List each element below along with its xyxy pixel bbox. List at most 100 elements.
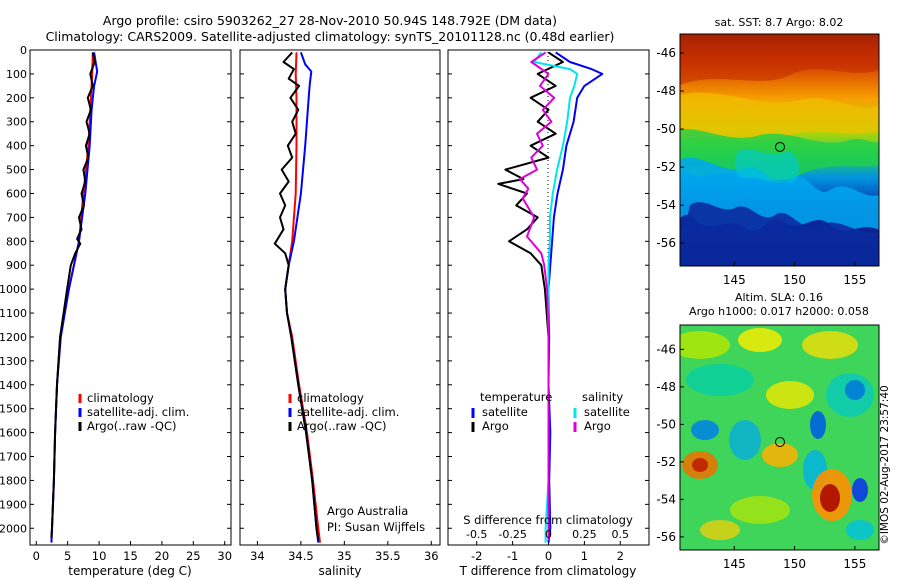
depth-tick-label: 0 bbox=[20, 44, 27, 57]
salinity-line-climatology bbox=[284, 52, 321, 543]
depth-tick-label: 1700 bbox=[0, 451, 27, 464]
temperature-legend-label: climatology bbox=[87, 391, 154, 405]
sst-map-lon-label: 155 bbox=[843, 273, 866, 287]
sla-map-lon-label: 145 bbox=[723, 557, 746, 571]
depth-tick-label: 2000 bbox=[0, 522, 27, 535]
salinity-line-argo-raw-qc bbox=[273, 51, 320, 541]
sla-map-lat-label: -56 bbox=[656, 530, 676, 544]
annotation-pi: PI: Susan Wijffels bbox=[327, 520, 425, 534]
difference-legend-label: Argo bbox=[584, 419, 611, 433]
salinity-difference-label: S difference from climatology bbox=[463, 513, 633, 527]
difference-xtick-label: 0 bbox=[545, 549, 552, 563]
depth-tick-label: 1200 bbox=[0, 331, 27, 344]
temperature-xlabel: temperature (deg C) bbox=[68, 564, 191, 578]
temperature-profile-panel: 0 5 10 15 20 25 300100200300400500600700800900… bbox=[0, 44, 232, 578]
temperature-xtick-label: 20 bbox=[155, 549, 170, 563]
sla-map-lat-label: -52 bbox=[656, 455, 676, 469]
legend-header-temperature: temperature bbox=[480, 390, 552, 404]
depth-tick-label: 1800 bbox=[0, 474, 27, 487]
salinity-legend-label: satellite-adj. clim. bbox=[297, 405, 399, 419]
temperature-difference-xlabel: T difference from climatology bbox=[459, 564, 637, 578]
difference-legend-label: satellite bbox=[482, 405, 528, 419]
sla-map-lat-label: -50 bbox=[656, 417, 676, 431]
sla-map-title: Altim. SLA: 0.16 bbox=[735, 291, 823, 304]
salinity-legend-label: Argo(..raw -QC) bbox=[297, 419, 387, 433]
salinity-profile-panel: 34 34.5 35 35.5 36 climatologysatellite-adj. … bbox=[239, 49, 441, 578]
figure-title-line2: Climatology: CARS2009. Satellite-adjuste… bbox=[45, 29, 615, 44]
imos-credit: ©IMOS 02-Aug-2017 23:57:40 bbox=[879, 385, 891, 544]
depth-tick-label: 700 bbox=[6, 211, 27, 224]
salinity-xtick-label: 36 bbox=[424, 549, 439, 563]
temperature-xtick-label: 30 bbox=[217, 549, 232, 563]
temperature-xtick-label: 25 bbox=[186, 549, 201, 563]
temperature-axes-box bbox=[29, 49, 232, 546]
temperature-legend-label: satellite-adj. clim. bbox=[87, 405, 189, 419]
sst-map-lat-label: -54 bbox=[656, 198, 676, 212]
figure-title-line1: Argo profile: csiro 5903262_27 28-Nov-20… bbox=[102, 13, 558, 28]
difference-legend-label: Argo bbox=[482, 419, 509, 433]
sst-field bbox=[680, 34, 879, 266]
difference-line-temperature-argo bbox=[497, 51, 564, 538]
sla-map-lat-label: -48 bbox=[656, 380, 676, 394]
depth-tick-label: 1500 bbox=[0, 403, 27, 416]
salinity-line-satellite-adj-clim bbox=[284, 52, 320, 543]
depth-tick-label: 1400 bbox=[0, 379, 27, 392]
depth-tick-label: 1100 bbox=[0, 307, 27, 320]
depth-tick-label: 1300 bbox=[0, 355, 27, 368]
salinity-xtick-label: 34 bbox=[250, 549, 265, 563]
sla-map-lon-label: 150 bbox=[783, 557, 806, 571]
temperature-xtick-label: 0 bbox=[33, 549, 40, 563]
salinity-difference-tick-label: 0.25 bbox=[572, 528, 597, 541]
sst-map-title: sat. SST: 8.7 Argo: 8.02 bbox=[715, 16, 844, 29]
depth-tick-label: 100 bbox=[6, 68, 27, 81]
sst-map-frame bbox=[679, 33, 880, 267]
sst-map-lat-label: -52 bbox=[656, 160, 676, 174]
sst-map-lat-label: -56 bbox=[656, 236, 676, 250]
salinity-difference-tick-label: -0.25 bbox=[498, 528, 526, 541]
sla-field bbox=[680, 325, 879, 550]
sla-map-lon-label: 155 bbox=[843, 557, 866, 571]
depth-tick-label: 1000 bbox=[0, 283, 27, 296]
depth-tick-label: 300 bbox=[6, 116, 27, 129]
sst-map-lon-label: 150 bbox=[783, 273, 806, 287]
sla-map-frame bbox=[679, 324, 880, 551]
temperature-xtick-label: 5 bbox=[64, 549, 71, 563]
sla-map-subtitle: Argo h1000: 0.017 h2000: 0.058 bbox=[689, 305, 869, 318]
depth-tick-label: 900 bbox=[6, 259, 27, 272]
annotation-argo-australia: Argo Australia bbox=[327, 504, 408, 518]
difference-legend-label: satellite bbox=[584, 405, 630, 419]
salinity-axes-box bbox=[239, 49, 441, 546]
salinity-difference-tick-label: 0.5 bbox=[612, 528, 630, 541]
temperature-xtick-label: 15 bbox=[123, 549, 138, 563]
sst-map-lat-label: -46 bbox=[656, 46, 676, 60]
salinity-xtick-label: 35 bbox=[337, 549, 352, 563]
salinity-xtick-label: 34.5 bbox=[288, 549, 314, 563]
depth-tick-label: 1600 bbox=[0, 427, 27, 440]
difference-xtick-label: 1 bbox=[581, 549, 588, 563]
depth-tick-label: 400 bbox=[6, 140, 27, 153]
temperature-line-satellite-adj-clim bbox=[50, 52, 99, 543]
sla-map-argo-location-marker bbox=[774, 437, 785, 447]
difference-xtick-label: 2 bbox=[617, 549, 624, 563]
salinity-difference-tick-label: -0.5 bbox=[466, 528, 487, 541]
salinity-legend-label: climatology bbox=[297, 391, 364, 405]
temperature-xtick-label: 10 bbox=[92, 549, 107, 563]
depth-tick-label: 1900 bbox=[0, 498, 27, 511]
difference-xtick-label: -1 bbox=[507, 549, 518, 563]
sst-map-lon-label: 145 bbox=[723, 273, 746, 287]
difference-line-salinity-satellite bbox=[533, 51, 579, 543]
depth-tick-label: 800 bbox=[6, 235, 27, 248]
sst-map-panel: sat. SST: 8.7 Argo: 8.02 145 150 155 -46 -48… bbox=[656, 16, 880, 287]
sst-map-lat-label: -48 bbox=[656, 84, 676, 98]
temperature-line-climatology bbox=[50, 52, 94, 543]
salinity-difference-tick-label: 0 bbox=[545, 528, 552, 541]
sst-map-lat-label: -50 bbox=[656, 122, 676, 136]
sla-map-lat-label: -46 bbox=[656, 342, 676, 356]
difference-xtick-label: -2 bbox=[471, 549, 482, 563]
salinity-xtick-label: 35.5 bbox=[375, 549, 401, 563]
temperature-legend-label: Argo(..raw -QC) bbox=[87, 419, 177, 433]
depth-tick-label: 200 bbox=[6, 92, 27, 105]
depth-tick-label: 500 bbox=[6, 164, 27, 177]
